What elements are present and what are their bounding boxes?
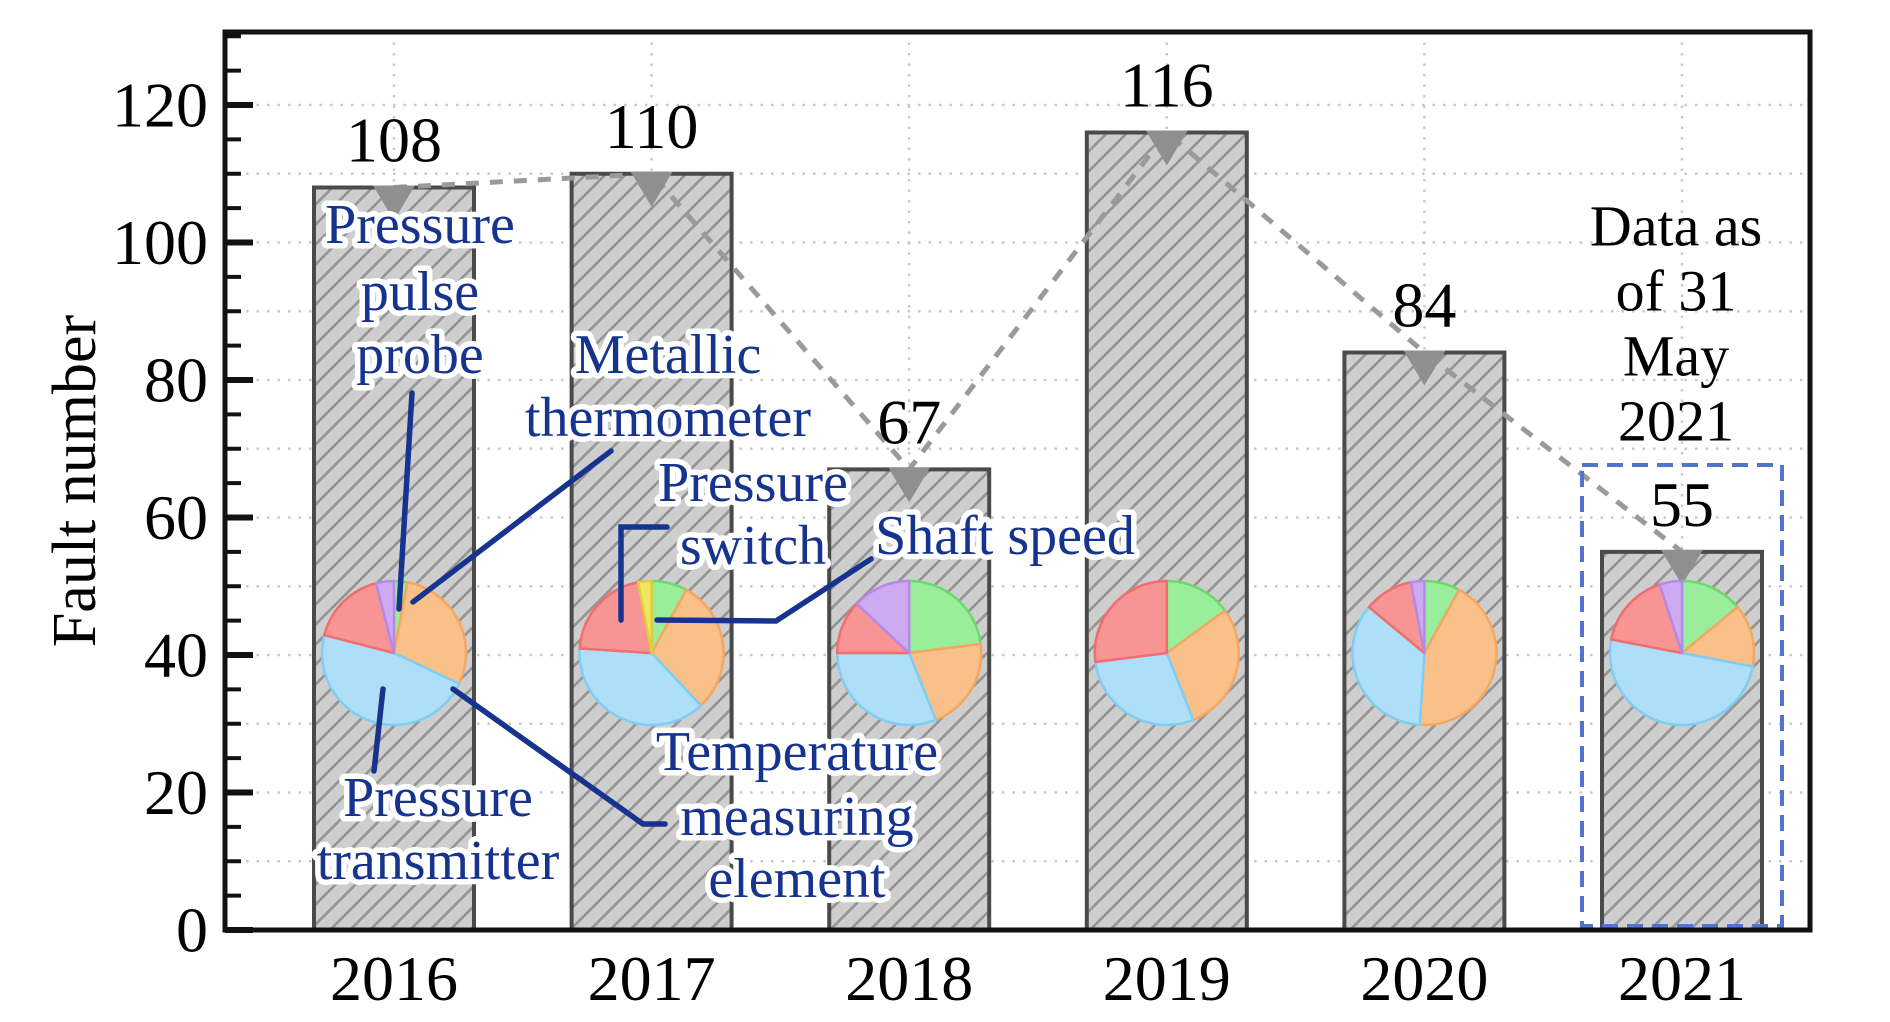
y-tick-label: 120 <box>112 70 208 141</box>
trend-line <box>393 128 1684 554</box>
callout-label-pressure-transmitter: transmitter <box>317 830 560 892</box>
leader-line-shaft-speed <box>654 556 874 624</box>
trend-marker-down-triangle <box>1403 350 1446 386</box>
trend-marker-down-triangle <box>630 171 673 207</box>
callout-label-pressure-pulse-probe: Pressure <box>325 194 515 256</box>
callout-label-metallic-thermometer: Metallic <box>575 324 762 386</box>
pie-2018 <box>835 579 983 727</box>
pie-slice-pressure-transmitter <box>578 647 703 727</box>
x-tick-label-2017: 2017 <box>588 943 716 1014</box>
pie-slice-pressure-switch <box>1093 579 1169 664</box>
bar-value-label: 67 <box>877 386 941 457</box>
pie-2017 <box>578 579 725 727</box>
trend-marker-down-triangle <box>1145 130 1188 166</box>
trend-marker-down-triangle <box>1661 549 1703 585</box>
pie-slice-pressure-transmitter <box>835 651 937 727</box>
y-tick-label: 60 <box>144 482 208 553</box>
trend-marker-down-triangle <box>373 185 415 221</box>
bar-value-label: 116 <box>1120 50 1214 121</box>
pie-slice-pressure-transmitter <box>1094 651 1195 727</box>
pie-slice-pressure-transmitter <box>1351 605 1426 727</box>
callout-label-temperature-measuring-element: measuring <box>680 786 913 848</box>
callout-label-temperature-measuring-element: element <box>708 848 886 910</box>
leader-line-pressure-pulse-probe <box>396 390 415 612</box>
pie-slice-pressure-pulse-probe <box>1409 579 1426 655</box>
bar-2019 <box>1084 130 1249 932</box>
pie-slice-metallic-thermometer <box>1165 579 1227 655</box>
leader-line-pressure-switch <box>618 524 670 623</box>
callout-label-pressure-switch: Pressure <box>658 452 848 514</box>
pie-slice-shaft-speed <box>636 579 653 655</box>
plot-frame <box>222 29 1813 933</box>
pie-slice-temperature-measuring-element <box>1418 588 1498 727</box>
pie-slice-pressure-switch <box>578 581 653 655</box>
pie-slice-pressure-transmitter <box>320 633 461 727</box>
y-tick-label: 80 <box>144 345 208 416</box>
pie-slice-pressure-pulse-probe <box>1658 579 1684 655</box>
callout-label-pressure-transmitter: Pressure <box>343 767 533 829</box>
pie-slice-pressure-transmitter <box>1608 638 1754 726</box>
callout-label-shaft-speed: Shaft speed <box>875 505 1135 567</box>
pie-slice-pressure-pulse-probe <box>374 579 396 655</box>
pies-layer <box>320 579 1756 727</box>
leader-line-temperature-measuring-element <box>450 686 668 827</box>
pie-slice-temperature-measuring-element <box>907 642 983 722</box>
callout-label-temperature-measuring-element: Temperature <box>656 721 938 783</box>
pie-2016 <box>320 579 468 727</box>
annotation-data-as-of: Data as <box>1590 193 1762 258</box>
y-tick-label: 0 <box>176 895 208 966</box>
x-tick-label-2019: 2019 <box>1103 943 1231 1014</box>
leader-line-metallic-thermometer <box>410 448 614 605</box>
pie-slice-pressure-pulse-probe <box>855 579 911 655</box>
pie-2020 <box>1351 579 1498 727</box>
annotation-data-as-of: 2021 <box>1618 388 1734 453</box>
bar-value-label: 55 <box>1650 469 1714 540</box>
annotation-data-as-of: May <box>1623 323 1729 388</box>
y-tick-label: 40 <box>144 620 208 691</box>
grid-layer <box>225 32 1810 930</box>
bar-value-label: 84 <box>1392 270 1456 341</box>
trend-marker-down-triangle <box>888 467 931 503</box>
y-tick-label: 20 <box>144 757 208 828</box>
callout-label-metallic-thermometer: thermometer <box>525 387 811 449</box>
x-tick-label-2018: 2018 <box>845 943 973 1014</box>
callout-label-pressure-pulse-probe: pulse <box>361 261 479 323</box>
annotation-data-as-of: of 31 <box>1616 258 1737 323</box>
callout-label-pressure-switch: switch <box>680 515 826 577</box>
bar-value-label: 108 <box>346 105 442 176</box>
pie-2021 <box>1608 579 1756 726</box>
y-axis-title: Fault number <box>41 314 109 647</box>
x-tick-label-2021: 2021 <box>1618 943 1746 1014</box>
pie-slice-temperature-measuring-element <box>392 581 468 685</box>
pie-slice-metallic-thermometer <box>907 579 982 655</box>
leader-line-pressure-transmitter <box>371 686 386 774</box>
bar-value-label: 110 <box>605 91 699 162</box>
bar-2016 <box>312 185 476 932</box>
callout-label-pressure-pulse-probe: probe <box>356 324 484 386</box>
y-tick-label: 100 <box>112 207 208 278</box>
x-tick-label-2016: 2016 <box>330 943 458 1014</box>
x-tick-label-2020: 2020 <box>1360 943 1488 1014</box>
pie-2019 <box>1093 579 1240 727</box>
pie-slice-temperature-measuring-element <box>1165 609 1240 722</box>
pie-slice-pressure-switch <box>323 582 396 655</box>
highlight-box-2021 <box>1580 463 1784 928</box>
